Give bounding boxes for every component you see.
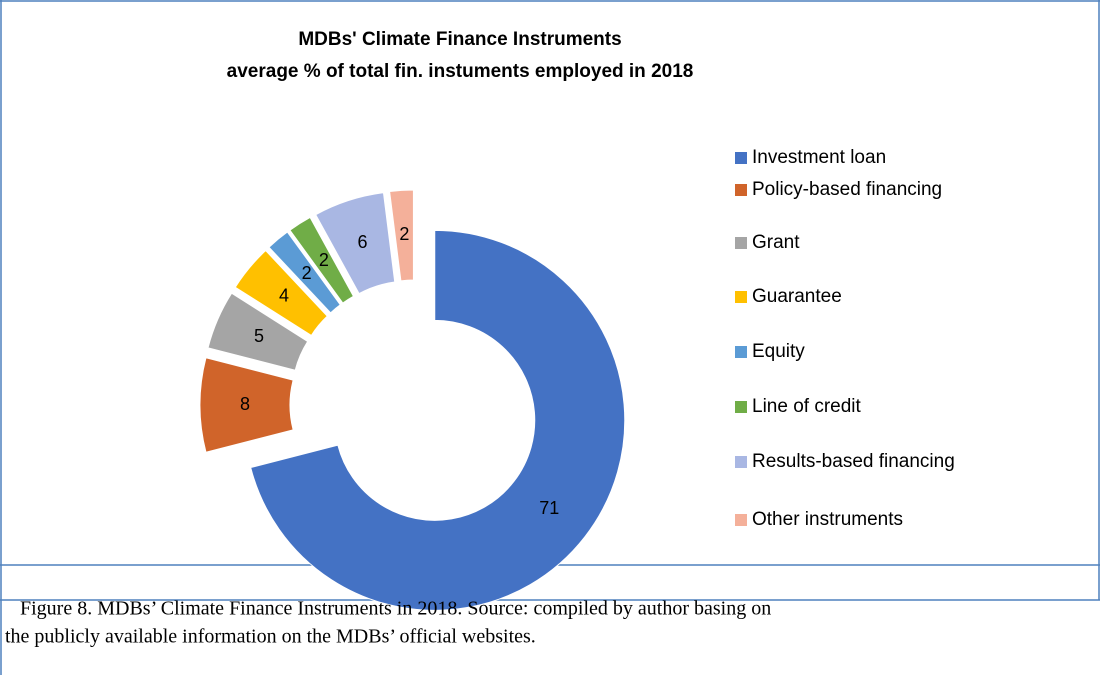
slice [199,357,294,453]
slice [207,292,309,371]
data-label: 8 [240,394,250,414]
legend-label: Equity [752,341,805,362]
legend-label: Policy-based financing [752,179,942,200]
chart-subtitle: average % of total fin. instuments emplo… [227,61,694,82]
legend-label: Line of credit [752,396,862,417]
legend: Investment loan Policy-based financing Gra… [735,147,955,530]
slice [315,192,396,295]
legend-swatch [735,401,747,413]
legend-swatch [735,456,747,468]
slice [289,216,355,304]
chart-title: MDBs' Climate Finance Instruments [298,29,621,50]
data-label: 71 [539,498,559,518]
legend-swatch [735,184,747,196]
legend-swatch [735,237,747,249]
slice [389,189,414,282]
data-label: 6 [357,232,367,252]
data-label: 2 [399,224,409,244]
data-label: 4 [279,285,289,305]
legend-label: Grant [752,232,800,253]
legend-swatch [735,152,747,164]
caption: Figure 8. MDBs’ Climate Finance Instrume… [20,598,771,620]
data-label: 2 [319,250,329,270]
legend-swatch [735,346,747,358]
legend-swatch [735,514,747,526]
legend-label: Other instruments [752,509,903,530]
caption: the publicly available information on th… [5,626,536,648]
legend-label: Guarantee [752,286,842,307]
legend-swatch [735,291,747,303]
legend-label: Investment loan [752,147,886,168]
data-label: 5 [254,326,264,346]
slice [268,231,341,314]
data-label: 2 [302,263,312,283]
slice [234,249,328,337]
slice [250,229,626,611]
legend-label: Results-based financing [752,451,955,472]
